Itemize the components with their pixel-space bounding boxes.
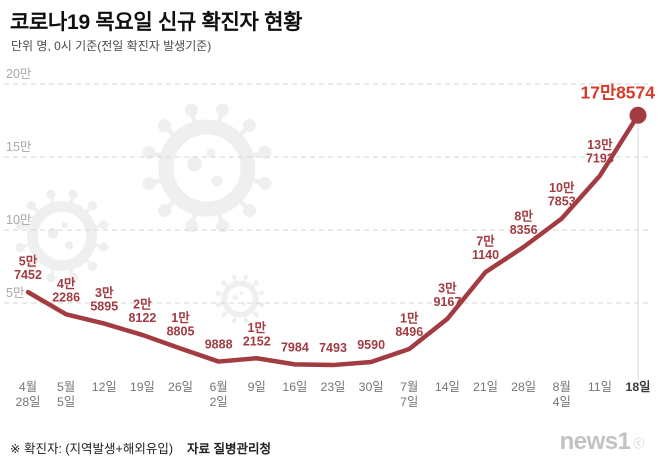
x-axis-label: 21일 (473, 380, 498, 394)
x-axis-label: 12일 (92, 380, 117, 394)
x-axis-label: 23일 (321, 380, 346, 394)
copyright-icon: ⓒ (633, 438, 645, 450)
data-label: 1만 8496 (395, 310, 423, 339)
coronavirus-watermark-icon (15, 189, 109, 283)
data-label: 13만 7193 (586, 137, 614, 166)
data-label: 9590 (357, 338, 385, 352)
x-axis-label: 6월 2일 (210, 380, 228, 409)
coronavirus-watermark-icon (142, 103, 272, 233)
x-axis-label: 11일 (588, 380, 612, 394)
data-label: 7984 (281, 340, 309, 354)
data-label: 8만 8356 (510, 209, 538, 238)
source-text: 자료 질병관리청 (187, 442, 272, 456)
trend-line (25, 113, 641, 368)
data-label: 1만 8805 (167, 310, 195, 339)
footnote-text: ※ 확진자: (지역발생+해외유입) (10, 442, 174, 456)
news1-logo-text: news1 (559, 428, 631, 455)
x-axis-label: 19일 (130, 380, 155, 394)
data-label: 9888 (205, 338, 233, 352)
x-axis-label: 30일 (359, 380, 384, 394)
coronavirus-watermark-icon (215, 274, 265, 324)
x-axis-label: 14일 (435, 380, 460, 394)
x-axis-label: 9일 (248, 380, 266, 394)
data-label-highlight: 17만8574 (581, 82, 656, 102)
footnote: ※ 확진자: (지역발생+해외유입) 자료 질병관리청 (10, 438, 271, 457)
page-subtitle: 단위 명, 0시 기준(전일 확진자 발생기준) (11, 39, 212, 53)
data-label: 2만 8122 (128, 296, 156, 325)
data-label: 3만 9167 (433, 280, 461, 309)
x-axis-label: 18일 (626, 380, 651, 394)
highlight-dot (629, 106, 647, 124)
x-axis-label: 4월 28일 (16, 380, 41, 409)
y-axis-label: 5만 (6, 286, 25, 300)
x-axis-label: 5월 5일 (57, 380, 75, 409)
x-axis-label: 7월 7일 (400, 380, 418, 409)
data-label: 4만 2286 (52, 276, 80, 305)
data-label: 3만 5895 (90, 285, 118, 314)
y-axis-label: 20만 (6, 67, 32, 81)
data-label: 1만 2152 (243, 320, 271, 349)
data-label: 10만 7853 (548, 180, 576, 209)
page-title: 코로나19 목요일 신규 확진자 현황 (10, 11, 303, 34)
data-label: 7만 1140 (472, 234, 499, 262)
x-axis-label: 26일 (168, 380, 193, 394)
x-axis-label: 16일 (282, 380, 307, 394)
data-label: 7493 (319, 341, 347, 355)
x-axis-label: 8월 4일 (553, 380, 571, 409)
y-axis-label: 10만 (6, 213, 32, 227)
data-label: 5만 7452 (14, 254, 42, 283)
news1-logo: news1 ⓒ (559, 428, 645, 456)
y-axis-label: 15만 (6, 140, 32, 154)
x-axis-label: 28일 (511, 380, 536, 394)
